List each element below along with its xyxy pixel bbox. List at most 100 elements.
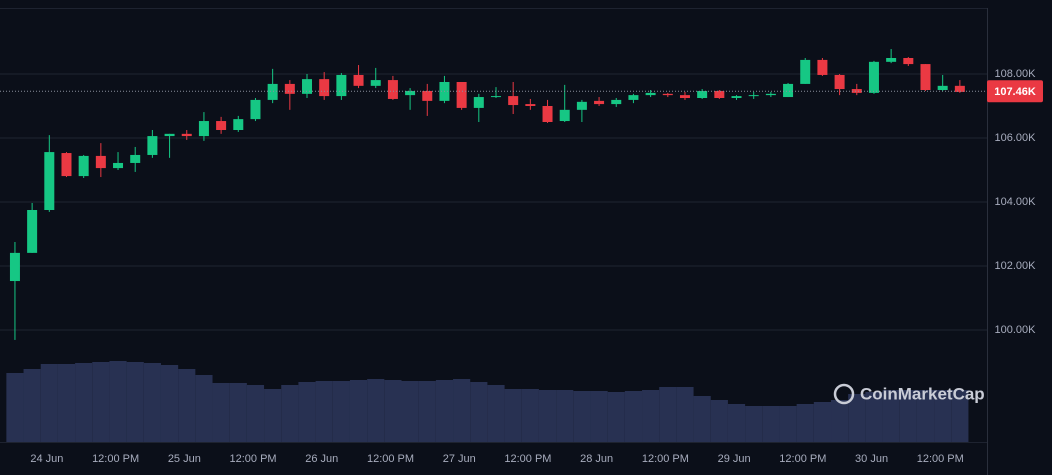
volume-bar <box>727 404 746 442</box>
candle-body <box>886 58 897 62</box>
y-tick-label: 108.00K <box>995 68 1037 80</box>
volume-bar <box>831 400 849 442</box>
volume-bar <box>710 400 728 442</box>
x-tick-label: 12:00 PM <box>504 453 551 465</box>
candle-body <box>250 99 261 120</box>
volume-bar <box>229 383 247 442</box>
volume-bar <box>367 379 385 442</box>
volume-bar <box>521 389 539 442</box>
volume-bar <box>538 390 557 442</box>
y-tick-label: 106.00K <box>995 132 1037 144</box>
volume-bar <box>453 379 471 442</box>
candle-body <box>645 92 656 96</box>
candle-body <box>490 96 501 98</box>
candle-body <box>44 152 55 210</box>
watermark: CoinMarketCap <box>833 383 985 405</box>
candle-body <box>834 74 845 90</box>
candle-body <box>800 59 811 84</box>
y-tick-label: 102.00K <box>995 260 1037 272</box>
volume-bar <box>573 391 591 442</box>
current-price-tag <box>987 80 1043 103</box>
volume-bar <box>693 396 711 442</box>
candle-body <box>697 90 708 98</box>
y-tick-label: 104.00K <box>995 196 1037 208</box>
candle-body <box>714 90 725 98</box>
volume-bar <box>762 406 780 442</box>
volume-bar <box>934 390 952 442</box>
candle-body <box>903 58 914 65</box>
volume-bar <box>178 369 196 442</box>
x-tick-label: 12:00 PM <box>367 453 414 465</box>
candle-body <box>731 96 742 98</box>
x-tick-label: 30 Jun <box>855 453 888 465</box>
candle-body <box>353 74 364 86</box>
volume-bar <box>384 380 402 442</box>
volume-layer <box>6 361 969 442</box>
candle-body <box>370 80 381 86</box>
candle-body <box>319 79 330 97</box>
candle-body <box>198 121 209 137</box>
volume-bar <box>40 364 58 442</box>
volume-bar <box>813 402 832 442</box>
volume-bar <box>298 382 316 442</box>
candle-body <box>78 155 89 177</box>
volume-bar <box>401 381 419 442</box>
candle-body <box>387 80 398 99</box>
volume-bar <box>882 390 900 442</box>
volume-bar <box>659 387 677 442</box>
candle-body <box>937 85 948 90</box>
volume-bar <box>779 406 797 442</box>
volume-bar <box>745 406 763 442</box>
volume-bar <box>349 380 368 442</box>
candle-body <box>456 82 467 108</box>
volume-bar <box>109 361 127 442</box>
volume-bar <box>315 381 333 442</box>
candle-body <box>576 101 587 110</box>
volume-bar <box>607 392 625 442</box>
volume-bar <box>246 385 265 442</box>
volume-bar <box>676 387 694 442</box>
volume-bar <box>160 365 179 442</box>
candle-body <box>508 96 519 106</box>
x-tick-label: 12:00 PM <box>92 453 139 465</box>
candle-body <box>920 64 931 90</box>
current-price-label: 107.46K <box>994 86 1036 98</box>
volume-bar <box>92 362 110 442</box>
volume-bar <box>6 373 24 442</box>
candle-body <box>783 83 794 98</box>
volume-bar <box>624 391 643 442</box>
candle-body <box>422 90 433 101</box>
candle-body <box>748 95 759 97</box>
candle-body <box>164 133 175 137</box>
x-tick-label: 29 Jun <box>718 453 751 465</box>
volume-bar <box>487 385 505 442</box>
candles <box>9 49 965 340</box>
candle-body <box>559 109 570 122</box>
x-tick-label: 25 Jun <box>168 453 201 465</box>
candle-body <box>113 162 124 169</box>
candle-body <box>9 252 20 282</box>
candle-body <box>233 119 244 130</box>
candle-body <box>628 95 639 100</box>
volume-bar <box>332 381 350 442</box>
candle-body <box>954 85 965 92</box>
x-tick-label: 24 Jun <box>30 453 63 465</box>
x-tick-label: 12:00 PM <box>230 453 277 465</box>
candle-body <box>765 93 776 96</box>
candle-body <box>181 133 192 137</box>
volume-bar <box>848 394 866 442</box>
volume-bar <box>23 369 41 442</box>
x-tick-label: 28 Jun <box>580 453 613 465</box>
x-tick-label: 26 Jun <box>305 453 338 465</box>
volume-bar <box>143 363 161 442</box>
volume-bar <box>470 382 488 442</box>
volume-bar <box>796 404 814 442</box>
candle-body <box>868 61 879 93</box>
volume-bar <box>195 375 213 442</box>
volume-bar <box>264 389 282 442</box>
candle-body <box>525 104 536 106</box>
candle-body <box>147 136 158 155</box>
candle-body <box>267 83 278 100</box>
volume-bar <box>126 362 144 442</box>
